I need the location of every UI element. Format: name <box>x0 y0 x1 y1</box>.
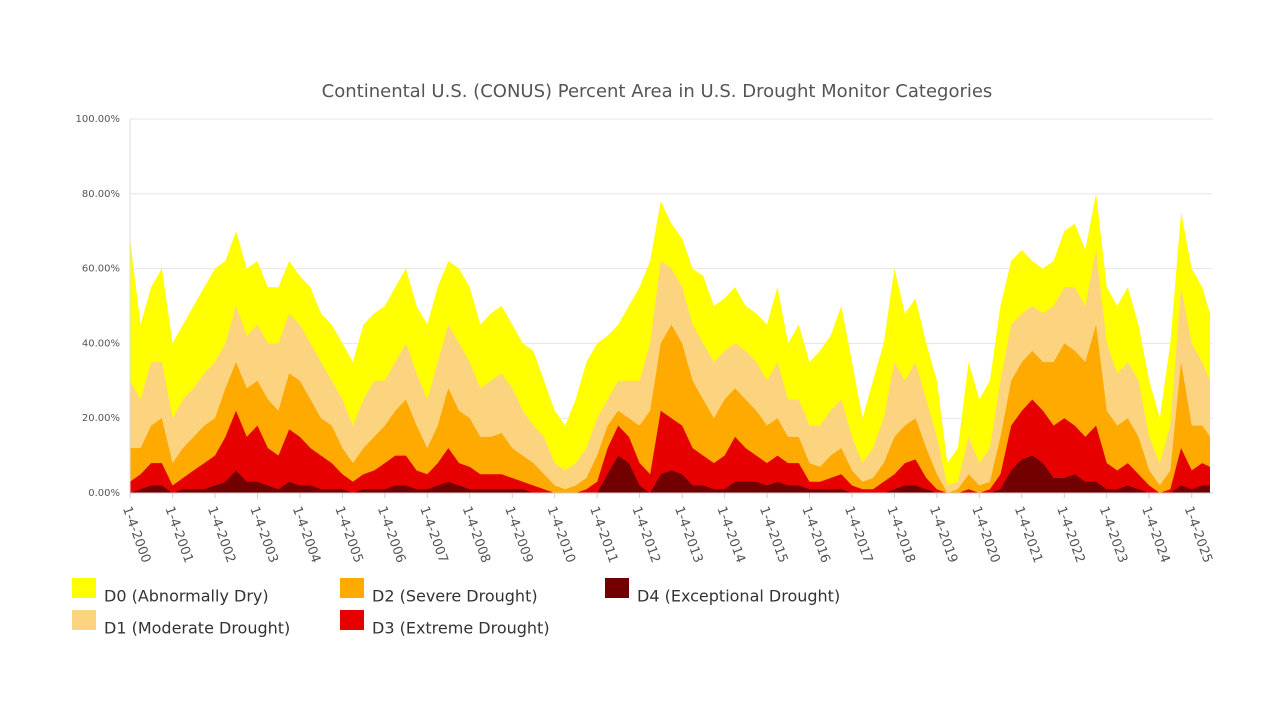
x-tick-label: 1-4-2023 <box>1096 504 1130 565</box>
legend-swatch <box>72 610 96 630</box>
x-tick-label: 1-4-2020 <box>968 504 1002 565</box>
y-tick-label: 40.00% <box>82 338 120 349</box>
x-tick-label: 1-4-2018 <box>883 504 917 565</box>
y-tick-label: 100.00% <box>76 114 121 125</box>
x-tick-label: 1-4-2021 <box>1011 504 1045 565</box>
x-tick-label: 1-4-2013 <box>671 504 705 565</box>
legend-swatch <box>605 578 629 598</box>
x-tick-label: 1-4-2002 <box>204 504 238 565</box>
x-tick-label: 1-4-2008 <box>459 504 493 565</box>
x-tick-label: 1-4-2014 <box>714 504 748 565</box>
x-tick-label: 1-4-2010 <box>544 504 578 565</box>
x-tick-label: 1-4-2005 <box>331 504 365 565</box>
x-tick-label: 1-4-2000 <box>119 504 153 565</box>
legend-label: D4 (Exceptional Drought) <box>637 587 840 606</box>
chart-title: Continental U.S. (CONUS) Percent Area in… <box>322 81 993 102</box>
y-tick-label: 0.00% <box>88 488 120 499</box>
legend-swatch <box>72 578 96 598</box>
x-tick-label: 1-4-2004 <box>289 504 323 565</box>
x-tick-label: 1-4-2007 <box>416 504 450 565</box>
x-tick-label: 1-4-2009 <box>501 504 535 565</box>
x-tick-label: 1-4-2019 <box>926 504 960 565</box>
legend-label: D0 (Abnormally Dry) <box>104 587 269 606</box>
legend-swatch <box>340 578 364 598</box>
legend-label: D3 (Extreme Drought) <box>372 619 550 638</box>
area <box>130 455 1210 493</box>
x-tick-label: 1-4-2024 <box>1138 504 1172 565</box>
x-tick-label: 1-4-2012 <box>629 504 663 565</box>
y-tick-label: 20.00% <box>82 413 120 424</box>
x-tick-label: 1-4-2022 <box>1053 504 1087 565</box>
y-tick-label: 60.00% <box>82 264 120 275</box>
area <box>130 324 1210 493</box>
x-tick-label: 1-4-2006 <box>374 504 408 565</box>
x-tick-label: 1-4-2001 <box>162 504 196 565</box>
area <box>130 399 1210 493</box>
x-tick-label: 1-4-2025 <box>1181 504 1215 565</box>
legend-swatch <box>340 610 364 630</box>
x-tick-label: 1-4-2011 <box>586 504 620 565</box>
y-tick-label: 80.00% <box>82 189 120 200</box>
legend-label: D2 (Severe Drought) <box>372 587 538 606</box>
x-tick-label: 1-4-2003 <box>246 504 280 565</box>
legend-label: D1 (Moderate Drought) <box>104 619 290 638</box>
x-tick-label: 1-4-2017 <box>841 504 875 565</box>
x-tick-label: 1-4-2016 <box>798 504 832 565</box>
x-tick-label: 1-4-2015 <box>756 504 790 565</box>
